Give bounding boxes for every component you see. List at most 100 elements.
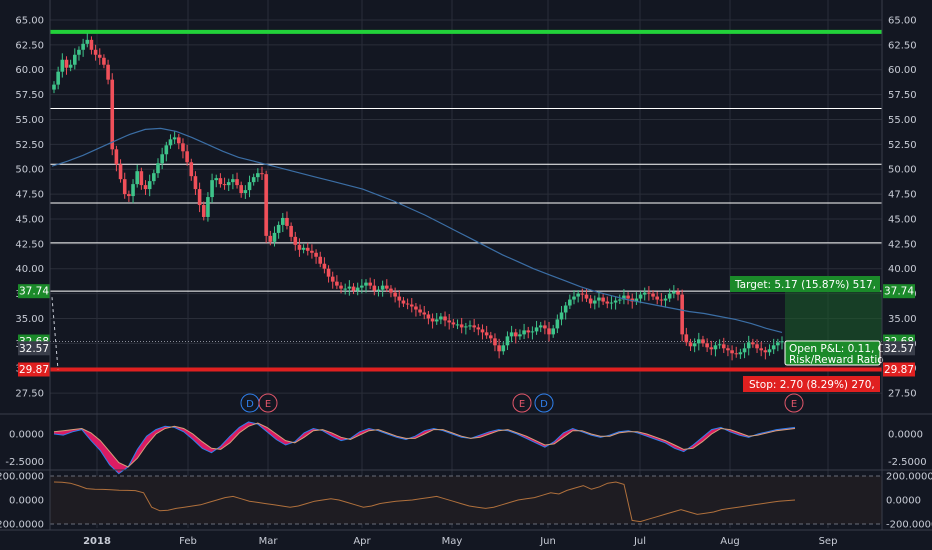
candle-body xyxy=(547,328,551,335)
candle-body xyxy=(276,224,281,233)
candle-body xyxy=(613,300,618,303)
candle-body xyxy=(260,173,264,175)
candle-body xyxy=(451,322,456,325)
candle-body xyxy=(210,180,214,198)
target-zone xyxy=(785,291,882,343)
candle-body xyxy=(726,348,730,351)
event-marker-label: E xyxy=(265,399,271,410)
candle-body xyxy=(351,286,356,291)
candle-body xyxy=(426,314,431,319)
candle-body xyxy=(480,329,485,333)
candle-body xyxy=(160,154,164,164)
candle-body xyxy=(576,293,580,297)
candle-body xyxy=(534,327,539,332)
event-marker xyxy=(534,393,554,413)
candle-body xyxy=(489,335,493,339)
candle-body xyxy=(397,296,402,301)
stochastic-line xyxy=(53,421,796,475)
candle-body xyxy=(638,294,643,299)
candle-body xyxy=(580,293,585,295)
price-badge: 32.57 xyxy=(19,343,49,355)
candle-body xyxy=(684,334,689,343)
candle-body xyxy=(293,236,298,245)
candle-body xyxy=(127,194,131,197)
target-label: Target: 5.17 (15.87%) 517, xyxy=(734,279,876,291)
candle-body xyxy=(692,343,697,347)
candle-body xyxy=(135,171,139,185)
candle-body xyxy=(721,344,726,349)
stop-label-bg xyxy=(743,376,880,392)
candle-body xyxy=(118,164,123,180)
oscillator-band xyxy=(50,476,882,524)
candle-body xyxy=(501,345,506,352)
candle-body xyxy=(56,71,60,85)
candle-body xyxy=(672,291,676,294)
candle-body xyxy=(364,282,368,286)
candle-body xyxy=(530,331,535,333)
candle-body xyxy=(568,299,572,306)
moving-average-line xyxy=(51,127,783,333)
price-tick-left: 62.50 xyxy=(15,40,44,51)
price-tick-left: 57.50 xyxy=(15,90,44,101)
price-tick-left: 35.00 xyxy=(15,314,44,325)
candle-body xyxy=(759,348,763,351)
candle-body xyxy=(89,39,94,50)
price-badge-bg xyxy=(883,341,915,356)
candle-body xyxy=(218,178,223,185)
stochastic-line xyxy=(53,422,796,468)
price-tick-right: 55.00 xyxy=(888,115,917,126)
candle-body xyxy=(559,312,564,320)
candle-body xyxy=(93,49,98,55)
candle-body xyxy=(376,289,381,291)
candle-body xyxy=(256,173,260,178)
candle-body xyxy=(730,350,734,354)
x-axis-label: Feb xyxy=(179,536,197,547)
candle-body xyxy=(751,342,755,345)
candle-body xyxy=(85,39,90,44)
price-tick-left: 60.00 xyxy=(15,65,44,76)
candle-body xyxy=(201,205,206,217)
candle-body xyxy=(414,306,418,310)
candle-body xyxy=(305,247,310,251)
stochastic-fill xyxy=(54,421,795,474)
stoch-tick-left: 0.0000 xyxy=(9,430,44,441)
candle-body xyxy=(322,263,327,269)
candle-body xyxy=(285,217,289,226)
candle-body xyxy=(538,325,543,328)
candle-body xyxy=(77,49,81,55)
candle-body xyxy=(314,252,318,257)
candle-body xyxy=(767,349,772,353)
candle-body xyxy=(584,294,589,299)
candle-body xyxy=(476,327,481,330)
price-tick-right: 62.50 xyxy=(888,40,917,51)
price-tick-right: 60.00 xyxy=(888,65,917,76)
candle-body xyxy=(122,179,127,195)
event-marker-label: D xyxy=(540,399,548,410)
candle-body xyxy=(464,326,468,328)
candle-body xyxy=(401,300,406,304)
candle-body xyxy=(688,342,693,347)
candle-body xyxy=(522,330,526,335)
candle-body xyxy=(177,137,181,144)
candle-body xyxy=(102,57,106,65)
candle-body xyxy=(114,149,119,165)
candle-body xyxy=(235,179,239,186)
candle-body xyxy=(97,54,102,58)
candle-body xyxy=(380,285,385,290)
pnl-label-bg xyxy=(784,340,881,366)
candle-body xyxy=(597,297,601,301)
candle-body xyxy=(243,190,248,194)
stoch-tick-right: -2.5000 xyxy=(888,457,927,468)
price-badge-bg xyxy=(18,362,50,377)
price-tick-left: 42.50 xyxy=(15,239,44,250)
candle-body xyxy=(572,296,576,300)
event-marker-label: E xyxy=(519,399,525,410)
candle-body xyxy=(131,184,135,197)
candle-body xyxy=(609,302,614,304)
candle-body xyxy=(206,197,210,217)
candle-body xyxy=(73,54,77,65)
price-tick-right: 35.00 xyxy=(888,314,917,325)
stop-label: Stop: 2.70 (8.29%) 270, xyxy=(749,379,875,391)
x-axis-label: Jul xyxy=(633,536,646,547)
